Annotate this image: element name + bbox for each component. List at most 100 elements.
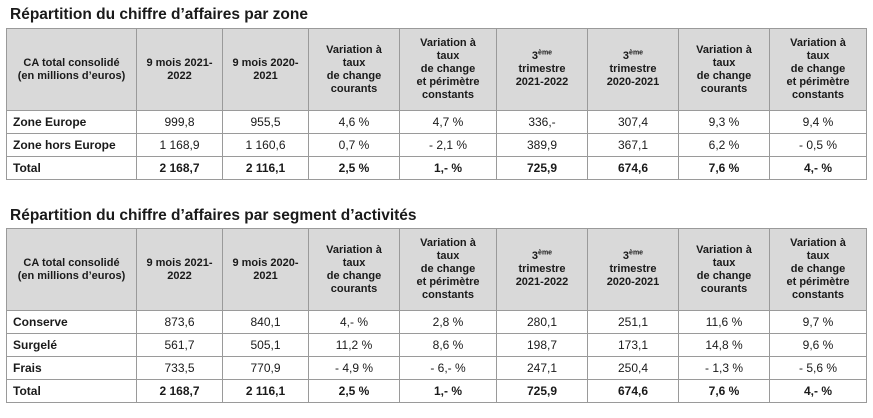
col-header-9-mois-2021-2022: 9 mois 2021- 2022 (136, 28, 223, 111)
header-ordinal: 3ème (622, 49, 644, 62)
header-line: CA total consolidé (23, 256, 120, 269)
zone-revenue-table: CA total consolidé (en millions d’euros) 9… (6, 28, 867, 180)
col-header-ca-total: CA total consolidé (en millions d’euros) (6, 228, 137, 311)
header-line: de change (790, 263, 846, 275)
header-line: constants (422, 289, 474, 301)
table-cell: 198,7 (496, 333, 588, 357)
col-header-variation-courants-q3: Variation à taux de change courants (678, 28, 770, 111)
table-cell: 2 116,1 (222, 156, 309, 180)
table-cell: 280,1 (496, 310, 588, 334)
table-cell: 2 116,1 (222, 379, 309, 403)
header-line: et périmètre (786, 276, 850, 288)
table-cell: 4,- % (308, 310, 400, 334)
total-row: Total 2 168,7 2 116,1 2,5 % 1,- % 725,9 674,6 7… (6, 156, 867, 180)
header-line: Variation à (696, 243, 752, 256)
table-cell: 8,6 % (399, 333, 497, 357)
segment-revenue-table: CA total consolidé (en millions d’euros) 9… (6, 228, 867, 403)
table-cell: 1,- % (399, 156, 497, 180)
header-line: constants (792, 289, 844, 301)
header-line: 9 mois 2021- (146, 256, 213, 269)
header-line: et périmètre (416, 276, 480, 288)
table-row: Frais 733,5 770,9- 4,9 % - 6,- % 247,1 250,4-… (6, 356, 867, 380)
header-line: (en millions d’euros) (17, 69, 126, 82)
header-line: courants (330, 82, 378, 95)
table-cell: 561,7 (136, 333, 223, 357)
table-cell: 9,3 % (678, 110, 770, 134)
row-label: Zone hors Europe (6, 133, 137, 157)
header-line: taux (712, 56, 736, 69)
table-row: Conserve 873,6 840,1 4,- % 2,8 % 280,1 251,1 11… (6, 310, 867, 334)
col-header-9-mois-2020-2021: 9 mois 2020- 2021 (222, 28, 309, 111)
table-cell: 250,4 (587, 356, 679, 380)
table-header-row: CA total consolidé (en millions d’euros) 9… (6, 228, 867, 311)
header-line: de change (326, 69, 382, 82)
header-line: de change (420, 263, 476, 275)
row-label: Zone Europe (6, 110, 137, 134)
header-line: trimestre (609, 63, 657, 75)
table-row: Surgelé 561,7 505,1 11,2 % 8,6 % 198,7 173,1 14… (6, 333, 867, 357)
col-header-variation-constants-9-mois: Variation à taux de change et périmètre cons… (399, 28, 497, 111)
header-line: 2021-2022 (515, 276, 569, 288)
row-label: Total (6, 379, 137, 403)
table-cell: 2 168,7 (136, 379, 223, 403)
header-line: Variation à (696, 43, 752, 56)
table-cell: 9,6 % (769, 333, 867, 357)
table-cell: 11,6 % (678, 310, 770, 334)
header-ordinal: 3ème (531, 49, 553, 62)
header-line: et périmètre (416, 76, 480, 88)
table-cell: 4,7 % (399, 110, 497, 134)
header-line: courants (330, 282, 378, 295)
header-line: 9 mois 2020- (232, 256, 299, 269)
col-header-q3-2020-2021: 3ème trimestre 2020-2021 (587, 228, 679, 311)
table-cell: - 1,3 % (678, 356, 770, 380)
table-cell: 4,- % (769, 379, 867, 403)
row-label: Conserve (6, 310, 137, 334)
table-cell: 367,1 (587, 133, 679, 157)
table-cell: 251,1 (587, 310, 679, 334)
table-cell: 725,9 (496, 379, 588, 403)
table-cell: 0,7 % (308, 133, 400, 157)
header-ordinal: 3ème (531, 249, 553, 262)
header-line: de change (696, 69, 752, 82)
header-line: de change (790, 63, 846, 75)
header-line: 2021 (253, 69, 278, 82)
table-header-row: CA total consolidé (en millions d’euros) 9… (6, 28, 867, 111)
row-label: Total (6, 156, 137, 180)
header-line: Variation à (420, 237, 476, 249)
table-cell: 7,6 % (678, 156, 770, 180)
header-line: 2020-2021 (606, 76, 660, 88)
header-line: 9 mois 2020- (232, 56, 299, 69)
header-line: trimestre (518, 263, 566, 275)
table-row: Zone Europe 999,8 955,5 4,6 % 4,7 % 336,- 307,… (6, 110, 867, 134)
header-line: de change (326, 269, 382, 282)
header-line: taux (806, 250, 830, 262)
table-cell: 2,8 % (399, 310, 497, 334)
header-line: CA total consolidé (23, 56, 120, 69)
table-cell: 6,2 % (678, 133, 770, 157)
table-cell: 505,1 (222, 333, 309, 357)
header-line: Variation à (420, 37, 476, 49)
header-line: constants (422, 89, 474, 101)
table-cell: 2 168,7 (136, 156, 223, 180)
header-line: trimestre (609, 263, 657, 275)
table-cell: 873,6 (136, 310, 223, 334)
segment-table-title: Répartition du chiffre d’affaires par se… (10, 207, 417, 224)
header-line: 2021 (253, 269, 278, 282)
table-cell: 725,9 (496, 156, 588, 180)
header-line: de change (696, 269, 752, 282)
header-line: trimestre (518, 63, 566, 75)
col-header-9-mois-2021-2022: 9 mois 2021- 2022 (136, 228, 223, 311)
table-cell: 11,2 % (308, 333, 400, 357)
table-cell: 307,4 (587, 110, 679, 134)
header-line: Variation à (790, 37, 846, 49)
header-line: taux (436, 250, 460, 262)
header-line: et périmètre (786, 76, 850, 88)
table-cell: 770,9 (222, 356, 309, 380)
col-header-variation-constants-q3: Variation à taux de change et périmètre cons… (769, 28, 867, 111)
table-cell: 14,8 % (678, 333, 770, 357)
zone-table-title: Répartition du chiffre d’affaires par zo… (10, 6, 308, 23)
col-header-variation-courants-q3: Variation à taux de change courants (678, 228, 770, 311)
table-cell: 9,4 % (769, 110, 867, 134)
header-line: (en millions d’euros) (17, 269, 126, 282)
col-header-q3-2020-2021: 3ème trimestre 2020-2021 (587, 28, 679, 111)
